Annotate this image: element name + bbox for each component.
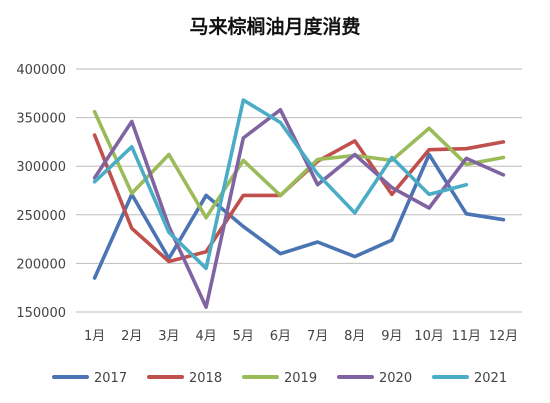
x-tick-label: 1月 — [84, 329, 105, 344]
x-tick-label: 7月 — [307, 329, 328, 344]
legend-label-2021: 2021 — [474, 371, 507, 386]
series-line-2017 — [92, 152, 506, 280]
legend-label-2019: 2019 — [284, 371, 317, 386]
y-tick-label: 300000 — [16, 160, 66, 175]
x-tick-label: 10月 — [414, 329, 444, 344]
legend-label-2017: 2017 — [94, 371, 127, 386]
x-tick-label: 8月 — [344, 329, 365, 344]
legend-label-2020: 2020 — [379, 371, 412, 386]
legend: 2017 2018 2019 2020 2021 — [52, 371, 507, 386]
x-tick-label: 4月 — [195, 329, 216, 344]
series-line-2021 — [92, 98, 469, 271]
x-tick-label: 3月 — [158, 329, 179, 344]
legend-label-2018: 2018 — [189, 371, 222, 386]
series-line-2019 — [92, 110, 506, 220]
x-tick-label: 6月 — [270, 329, 291, 344]
grid — [76, 68, 522, 313]
y-tick-label: 400000 — [16, 63, 66, 78]
x-tick-label: 11月 — [451, 329, 481, 344]
series-lines — [92, 98, 506, 309]
chart-title: 马来棕榈油月度消费 — [189, 15, 360, 38]
x-axis-ticks: 1月 2月 3月 4月 5月 6月 7月 8月 9月 10月 11月 12月 — [84, 329, 518, 344]
x-tick-label: 9月 — [381, 329, 402, 344]
y-tick-label: 250000 — [16, 209, 66, 224]
y-axis-ticks: 150000 200000 250000 300000 350000 400000 — [16, 63, 66, 321]
y-tick-label: 200000 — [16, 257, 66, 272]
y-tick-label: 150000 — [16, 306, 66, 321]
x-tick-label: 2月 — [121, 329, 142, 344]
x-tick-label: 12月 — [489, 329, 519, 344]
y-tick-label: 350000 — [16, 112, 66, 127]
x-tick-label: 5月 — [233, 329, 254, 344]
